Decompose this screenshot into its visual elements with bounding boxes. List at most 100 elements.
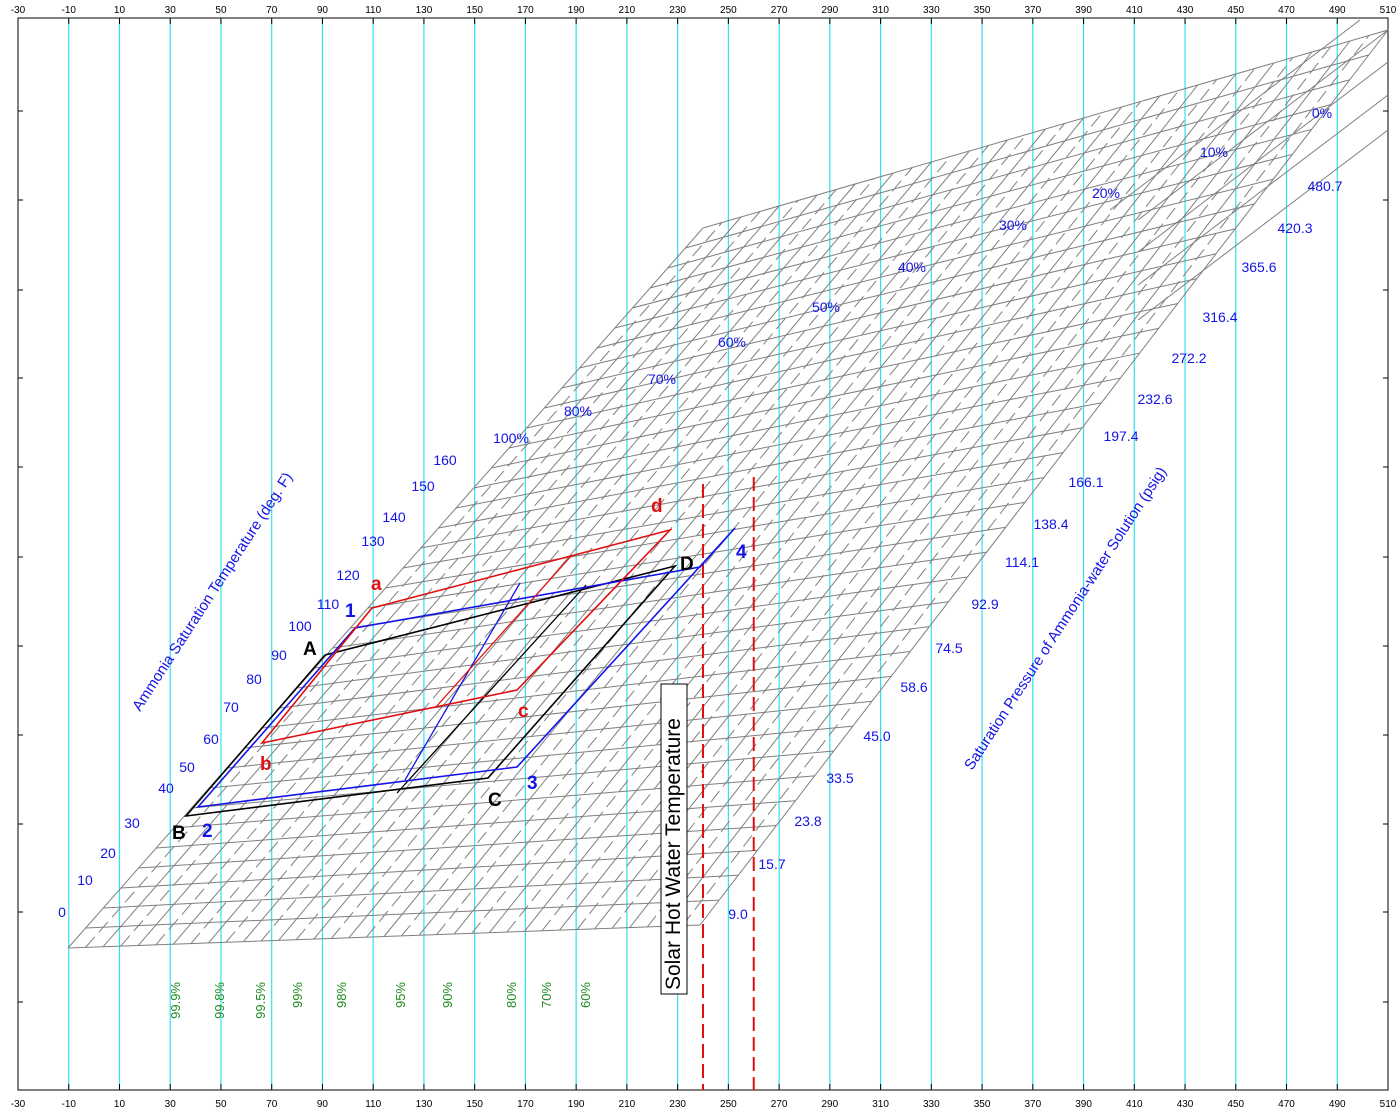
- x-tick-label-top: 390: [1075, 5, 1092, 16]
- sat-temp-tick-label: 100: [288, 618, 312, 634]
- x-tick-label-bottom: 510: [1380, 1099, 1397, 1110]
- concentration-top-label: 70%: [648, 371, 676, 387]
- cycle-point-label: 3: [527, 773, 538, 794]
- pressure-tick-label: 316.4: [1202, 309, 1237, 325]
- sat-temp-tick-label: 120: [336, 567, 360, 583]
- x-tick-label-bottom: 50: [215, 1099, 227, 1110]
- concentration-line: [699, 29, 1389, 926]
- x-tick-label-bottom: 350: [974, 1099, 991, 1110]
- concentration-top-label: 30%: [999, 217, 1027, 233]
- pressure-tick-label: 58.6: [900, 679, 927, 695]
- concentration-bottom-label: 99.9%: [168, 982, 183, 1019]
- pressure-tick-label: 15.7: [758, 856, 785, 872]
- concentration-bottom-label: 99%: [290, 982, 305, 1008]
- x-tick-label-bottom: 370: [1024, 1099, 1041, 1110]
- concentration-line: [594, 62, 1275, 930]
- solar-label-box: [660, 683, 688, 995]
- sat-temp-tick-label: 20: [100, 845, 116, 861]
- axis-ticks: -30-30-10-101010303050507070909011011013…: [11, 5, 1397, 1110]
- sat-temp-tick-label: 50: [179, 759, 195, 775]
- x-tick-label-top: 410: [1126, 5, 1143, 16]
- pressure-tick-label: 197.4: [1103, 428, 1138, 444]
- sat-temp-tick-label: 40: [158, 780, 174, 796]
- x-tick-label-top: 290: [822, 5, 839, 16]
- concentration-line-dashed: [225, 178, 875, 943]
- concentration-line: [313, 150, 970, 940]
- concentration-line: [348, 139, 1008, 939]
- x-tick-label-bottom: 10: [114, 1099, 126, 1110]
- pressure-tick-label: 23.8: [794, 813, 821, 829]
- cycle-point-label: b: [260, 754, 272, 775]
- concentration-line-dashed: [471, 101, 1142, 934]
- x-tick-label-top: 370: [1024, 5, 1041, 16]
- cycle-point-label: B: [172, 823, 186, 844]
- concentration-line: [418, 117, 1084, 936]
- concentration-line: [524, 84, 1199, 932]
- x-tick-label-bottom: 70: [266, 1099, 278, 1110]
- sat-temp-tick-label: 150: [411, 478, 435, 494]
- x-tick-label-bottom: 30: [165, 1099, 177, 1110]
- x-tick-label-top: 430: [1177, 5, 1194, 16]
- pressure-edge-line: [1137, 61, 1389, 253]
- x-tick-label-bottom: -30: [11, 1099, 26, 1110]
- pressure-tick-label: 9.0: [728, 906, 748, 922]
- concentration-line: [488, 95, 1161, 933]
- pressure-tick-label: 45.0: [863, 728, 890, 744]
- solar-hot-water-label: Solar Hot Water Temperature: [662, 718, 685, 990]
- concentration-line-dashed: [120, 211, 761, 947]
- pressure-tick-label: 420.3: [1277, 220, 1312, 236]
- x-tick-label-bottom: 270: [771, 1099, 788, 1110]
- x-tick-label-top: 330: [923, 5, 940, 16]
- x-tick-label-top: 90: [317, 5, 329, 16]
- concentration-line: [664, 40, 1351, 927]
- pressure-tick-label: 114.1: [1005, 554, 1039, 570]
- cycle-black-inner: [396, 584, 587, 794]
- concentration-line: [629, 51, 1313, 928]
- concentration-top-label: 10%: [1200, 144, 1228, 160]
- x-tick-label-top: 230: [669, 5, 686, 16]
- sat-temp-tick-label: 160: [433, 452, 457, 468]
- x-tick-label-top: 50: [215, 5, 227, 16]
- concentration-line-dashed: [436, 112, 1103, 935]
- sat-temp-tick-label: 90: [271, 647, 287, 663]
- x-tick-label-bottom: 330: [923, 1099, 940, 1110]
- concentration-bottom-label: 98%: [334, 982, 349, 1008]
- concentration-top-label: 50%: [812, 299, 840, 315]
- concentration-bottom-label: 60%: [578, 982, 593, 1008]
- cycle-point-label: C: [488, 790, 502, 811]
- x-tick-label-bottom: 390: [1075, 1099, 1092, 1110]
- concentration-line-dashed: [611, 57, 1294, 929]
- concentration-line-dashed: [541, 79, 1218, 932]
- concentration-line: [383, 128, 1046, 937]
- concentration-line-dashed: [260, 167, 913, 942]
- sat-temp-tick-label: 60: [203, 731, 219, 747]
- x-tick-label-bottom: 290: [822, 1099, 839, 1110]
- cycle-point-label: A: [303, 639, 317, 660]
- x-tick-label-bottom: 450: [1227, 1099, 1244, 1110]
- sat-temp-tick-label: 70: [223, 699, 239, 715]
- x-tick-label-bottom: 170: [517, 1099, 534, 1110]
- sat-temp-tick-label: 0: [58, 904, 66, 920]
- cycle-point-label: 1: [345, 601, 356, 622]
- concentration-bottom-label: 99.5%: [253, 982, 268, 1019]
- cycle-black-abcd: [184, 564, 678, 818]
- x-tick-label-top: 310: [872, 5, 889, 16]
- concentration-top-label: 40%: [898, 259, 926, 275]
- concentration-top-label: 0%: [1312, 105, 1332, 121]
- sat-temp-tick-label: 10: [77, 872, 93, 888]
- x-tick-label-top: 250: [720, 5, 737, 16]
- concentration-bottom-label: 70%: [539, 982, 554, 1008]
- x-tick-label-top: -10: [62, 5, 77, 16]
- pressure-edge-line: [1109, 19, 1361, 211]
- x-tick-label-top: 190: [568, 5, 585, 16]
- concentration-line: [67, 227, 704, 949]
- x-tick-label-top: 30: [165, 5, 177, 16]
- concentration-line: [278, 161, 932, 941]
- x-tick-label-top: -30: [11, 5, 26, 16]
- concentration-line: [208, 183, 856, 944]
- x-tick-label-top: 10: [114, 5, 126, 16]
- x-tick-label-bottom: 210: [619, 1099, 636, 1110]
- concentration-line-dashed: [85, 222, 723, 948]
- concentration-line-dashed: [155, 200, 799, 946]
